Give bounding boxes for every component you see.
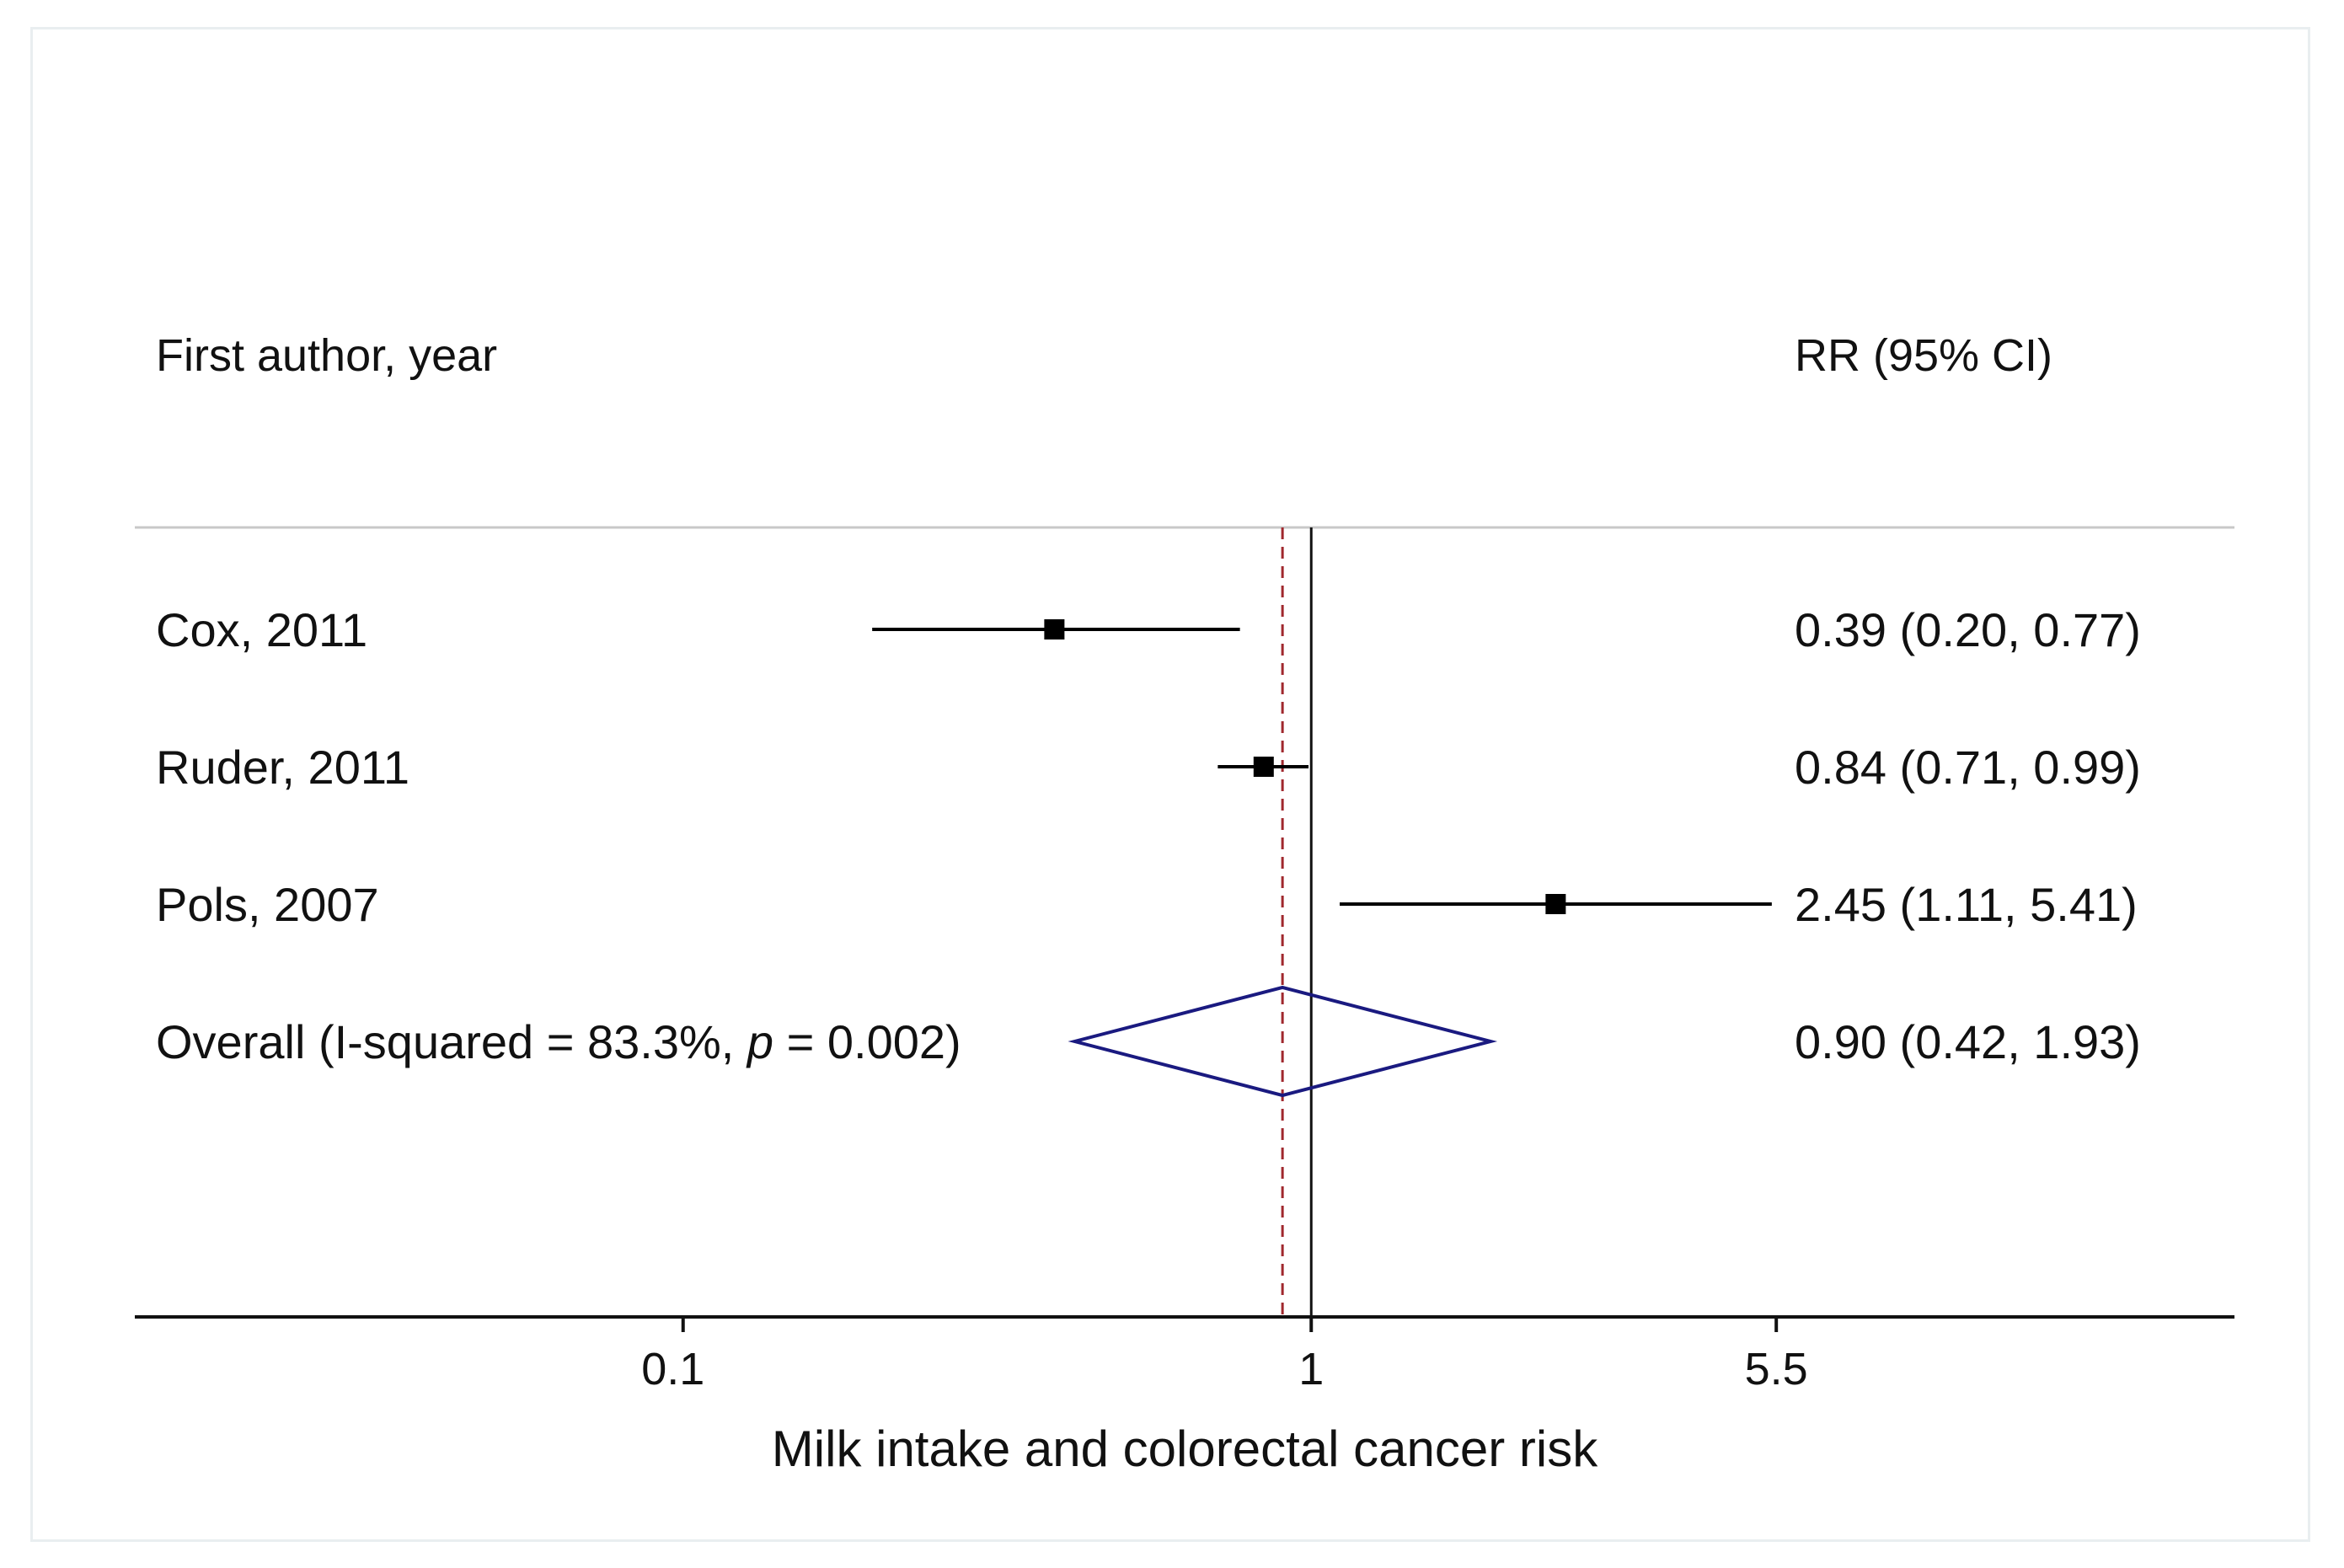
x-tick-label: 0.1 xyxy=(641,1344,704,1394)
overall-label-prefix: Overall (I-squared = 83.3%, xyxy=(156,1015,747,1068)
point-estimate-pols xyxy=(1545,894,1566,914)
x-tick-label: 5.5 xyxy=(1745,1344,1808,1394)
study-label-ruder: Ruder, 2011 xyxy=(156,741,409,794)
x-axis-title: Milk intake and colorectal cancer risk xyxy=(772,1421,1598,1477)
overall-label-p: p xyxy=(746,1015,773,1068)
overall-label-suffix: = 0.002) xyxy=(773,1015,961,1068)
study-label-cox: Cox, 2011 xyxy=(156,603,367,656)
figure-frame xyxy=(30,27,2310,1542)
point-estimate-cox xyxy=(1044,619,1065,640)
estimate-text-ruder: 0.84 (0.71, 0.99) xyxy=(1795,741,2141,794)
point-estimate-ruder xyxy=(1253,757,1274,777)
estimate-text-pols: 2.45 (1.11, 5.41) xyxy=(1795,878,2138,931)
overall-label: Overall (I-squared = 83.3%, p = 0.002) xyxy=(156,1015,961,1068)
estimate-text-cox: 0.39 (0.20, 0.77) xyxy=(1795,603,2141,656)
study-label-pols: Pols, 2007 xyxy=(156,878,379,931)
overall-diamond xyxy=(1068,985,1498,1098)
estimate-text-overall: 0.90 (0.42, 1.93) xyxy=(1795,1015,2141,1068)
estimate-column-header: RR (95% CI) xyxy=(1795,330,2052,381)
study-column-header: First author, year xyxy=(156,330,497,381)
x-tick-label: 1 xyxy=(1298,1344,1324,1394)
